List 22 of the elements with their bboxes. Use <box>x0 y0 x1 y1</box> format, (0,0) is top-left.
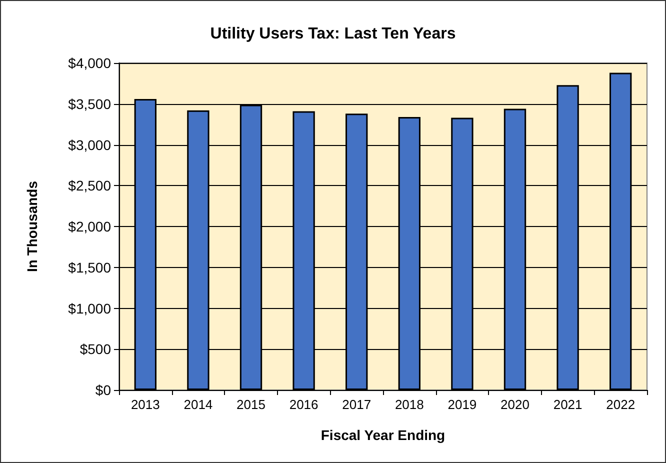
y-tick-label: $4,000 <box>68 55 112 71</box>
x-tick-label: 2014 <box>184 397 213 412</box>
y-tick-label: $2,000 <box>68 218 112 234</box>
y-tick-label: $3,000 <box>68 136 112 153</box>
x-tick-label: 2016 <box>289 397 318 412</box>
y-tick-label: $1,500 <box>68 259 112 276</box>
y-tick-label: $500 <box>80 341 112 358</box>
x-tick-label: 2015 <box>236 397 266 412</box>
x-axis-title: Fiscal Year Ending <box>320 427 446 443</box>
y-tick-label: $2,500 <box>68 178 112 194</box>
x-tick-label: 2022 <box>606 397 636 412</box>
y-tick-label: $1,000 <box>68 300 112 316</box>
x-tick-label: 2019 <box>448 397 477 412</box>
x-tick-label: 2013 <box>130 397 160 412</box>
y-tick-label: $3,500 <box>68 96 112 112</box>
chart-title: Utility Users Tax: Last Ten Years <box>210 26 456 42</box>
x-tick-label: 2021 <box>553 397 582 412</box>
y-axis-title: In Thousands <box>24 180 40 272</box>
x-tick-label: 2017 <box>342 397 372 412</box>
y-tick-label: $0 <box>95 382 112 398</box>
x-tick-label: 2020 <box>500 397 530 412</box>
x-tick-label: 2018 <box>394 397 424 412</box>
